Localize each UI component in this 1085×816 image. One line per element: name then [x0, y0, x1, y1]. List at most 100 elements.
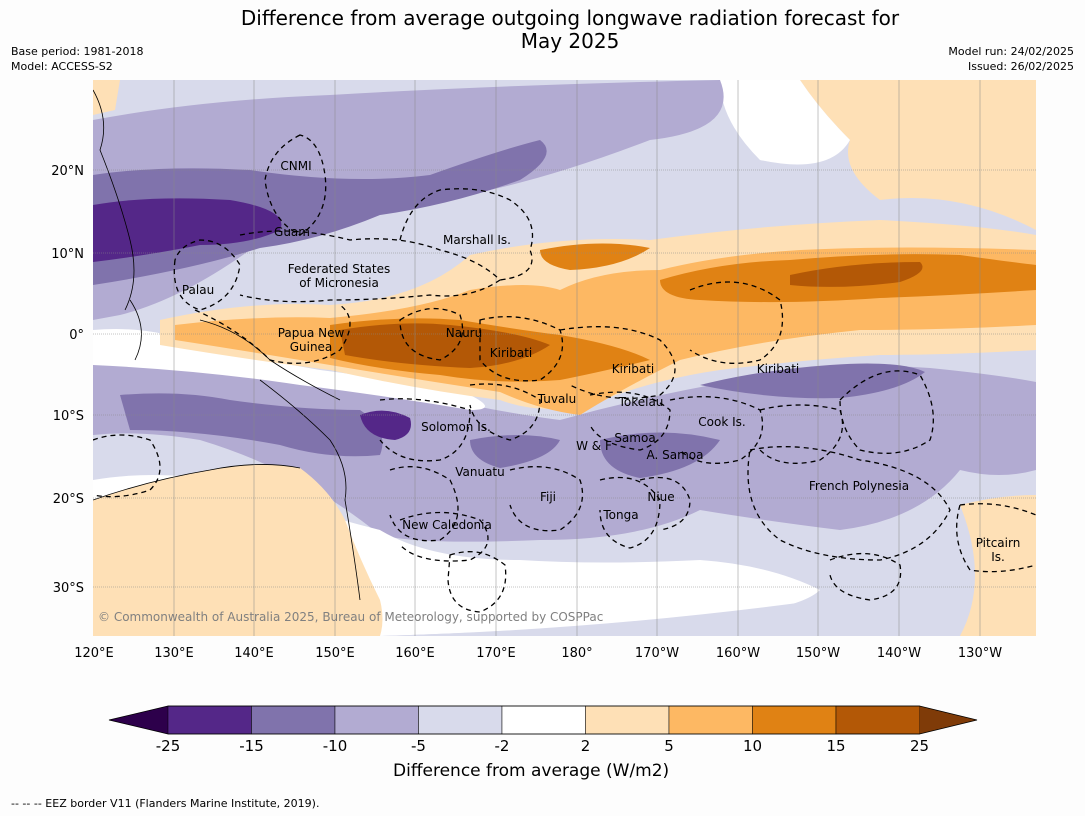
colorbar-segment	[835, 705, 920, 735]
label-niue: Niue	[647, 490, 674, 504]
colorbar-tick: 25	[910, 737, 929, 755]
label-pitcairn-line2: Is.	[991, 550, 1005, 564]
lon-label: 180°	[561, 646, 592, 661]
anomaly-north-west-orange	[93, 80, 120, 115]
colorbar-tick: -10	[323, 737, 348, 755]
map-plot-area: CNMI Guam Marshall Is. Federated States …	[93, 80, 1036, 636]
label-fsm-line2: of Micronesia	[299, 276, 379, 290]
label-american-samoa: A. Samoa	[647, 448, 704, 462]
label-samoa: Samoa	[614, 431, 655, 445]
label-wallis-futuna: W & F	[576, 439, 612, 453]
title-line-2: May 2025	[520, 29, 620, 53]
meridians	[173, 80, 981, 636]
label-solomon-is: Solomon Is.	[421, 420, 491, 434]
lon-label: 150°W	[796, 646, 840, 661]
colorbar-segment	[752, 705, 837, 735]
lon-label: 160°W	[716, 646, 760, 661]
colorbar-tick: 10	[743, 737, 762, 755]
model-run: Model run: 24/02/2025	[948, 45, 1074, 58]
map-title: Difference from average outgoing longwav…	[0, 7, 1085, 53]
colorbar-title: Difference from average (W/m2)	[393, 761, 670, 781]
label-vanuatu: Vanuatu	[455, 465, 505, 479]
colorbar-segment	[668, 705, 753, 735]
eez-borders	[93, 134, 1036, 613]
lon-label: 140°W	[877, 646, 921, 661]
base-period: Base period: 1981-2018	[11, 45, 144, 58]
label-kiribati-west: Kiribati	[490, 346, 532, 360]
label-palau: Palau	[182, 283, 214, 297]
meta-right: Model run: 24/02/2025 Issued: 26/02/2025	[948, 44, 1074, 74]
colorbar-tick: -15	[239, 737, 264, 755]
label-tuvalu: Tuvalu	[537, 392, 577, 406]
anomaly-australia-orange	[93, 464, 383, 636]
lat-label: 30°S	[53, 581, 84, 596]
lon-label: 170°W	[635, 646, 679, 661]
title-line-1: Difference from average outgoing longwav…	[240, 6, 900, 30]
label-nauru: Nauru	[446, 326, 482, 340]
anomaly-south-purple-mid-east	[700, 363, 925, 399]
label-french-polynesia: French Polynesia	[809, 479, 909, 493]
lat-label: 10°S	[53, 409, 84, 424]
model-name: Model: ACCESS-S2	[11, 60, 113, 73]
lon-label: 120°E	[74, 646, 114, 661]
label-png-line2: Guinea	[290, 340, 333, 354]
colorbar-outline	[108, 705, 978, 735]
colorbar-tick: 15	[826, 737, 845, 755]
anomaly-south-east-purple-light	[380, 495, 1036, 636]
lon-label: 130°W	[958, 646, 1002, 661]
label-pitcairn-line1: Pitcairn	[976, 536, 1021, 550]
colorbar-tick: 5	[664, 737, 674, 755]
anomaly-north-east-orange	[800, 80, 1036, 230]
lon-label: 140°E	[234, 646, 274, 661]
label-kiribati-central: Kiribati	[612, 362, 654, 376]
place-labels: CNMI Guam Marshall Is. Federated States …	[182, 159, 1020, 564]
anomaly-north-east-white	[720, 80, 850, 165]
colorbar-segment	[585, 705, 670, 735]
anomaly-samoa-purple-mid	[600, 432, 720, 478]
label-guam: Guam	[274, 225, 310, 239]
lat-label: 0°	[69, 328, 84, 343]
colorbar-extend-low	[109, 706, 168, 734]
anomaly-north-brown-east	[790, 262, 923, 287]
colorbar-tick: -2	[495, 737, 510, 755]
anomaly-central-brown	[340, 323, 550, 368]
issued-date: Issued: 26/02/2025	[967, 60, 1074, 73]
colorbar-segment	[418, 705, 503, 735]
label-fsm-line1: Federated States	[288, 262, 390, 276]
lat-axis-labels: 20°N 10°N 0° 10°S 20°S 30°S	[51, 164, 84, 596]
colorbar-tick: -25	[156, 737, 181, 755]
label-tonga: Tonga	[602, 508, 638, 522]
label-cook-is: Cook Is.	[698, 415, 745, 429]
lat-label: 10°N	[51, 247, 84, 262]
copyright-notice: © Commonwealth of Australia 2025, Bureau…	[98, 610, 603, 624]
label-cnmi: CNMI	[280, 159, 311, 173]
anomaly-fiji-purple-mid	[470, 435, 560, 468]
lon-label: 170°E	[476, 646, 516, 661]
lat-label: 20°N	[51, 164, 84, 179]
anomaly-south-east-orange	[960, 495, 1036, 636]
lat-label: 20°S	[53, 492, 84, 507]
label-png-line1: Papua New	[278, 326, 345, 340]
lon-label: 160°E	[395, 646, 435, 661]
anomaly-solomon-purple-dark	[360, 410, 411, 440]
colorbar-segment	[251, 705, 336, 735]
meta-left: Base period: 1981-2018 Model: ACCESS-S2	[11, 44, 143, 74]
anomaly-south-purple-mid-west	[120, 393, 383, 457]
label-tokelau: Tokelau	[618, 395, 664, 409]
label-fiji: Fiji	[540, 490, 556, 504]
lon-label: 130°E	[154, 646, 194, 661]
label-new-caledonia: New Caledonia	[402, 518, 492, 532]
colorbar: -25 -15 -10 -5 -2 2 5 10 15 25	[108, 705, 978, 755]
colorbar-segment	[501, 705, 586, 735]
colorbar-extend-high	[919, 706, 977, 734]
colorbar-tick: -5	[411, 737, 426, 755]
anomaly-north-orange-dark-west	[540, 243, 650, 270]
eez-footnote: -- -- -- EEZ border V11 (Flanders Marine…	[11, 797, 320, 810]
colorbar-segment	[167, 705, 252, 735]
colorbar-tick: 2	[581, 737, 591, 755]
colorbar-segment	[334, 705, 419, 735]
lon-axis-labels: 120°E 130°E 140°E 150°E 160°E 170°E 180°…	[74, 646, 1002, 661]
label-kiribati-east: Kiribati	[757, 362, 799, 376]
label-marshall-is: Marshall Is.	[443, 233, 511, 247]
